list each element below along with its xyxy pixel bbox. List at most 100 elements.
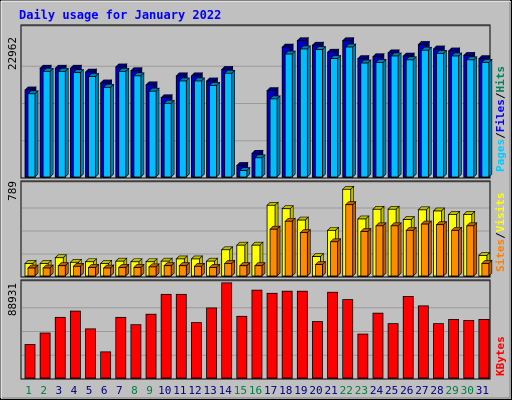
day-label: 21 — [325, 384, 338, 397]
files-bar — [375, 62, 384, 178]
files-bar-side — [322, 45, 326, 178]
kbytes-bar — [463, 320, 475, 379]
files-bar — [72, 72, 81, 178]
files-bar — [42, 70, 51, 178]
files-bar-side — [458, 52, 462, 178]
day-label: 1 — [25, 384, 32, 397]
sites-bar — [315, 264, 323, 277]
files-bar-side — [64, 67, 69, 178]
sites-bar — [103, 267, 112, 277]
day-label: 10 — [158, 384, 171, 397]
files-bar-side — [80, 68, 84, 178]
day-label: 27 — [415, 384, 428, 397]
files-bar — [148, 90, 157, 178]
sites-bar-side — [473, 222, 478, 277]
day-label: 22 — [340, 384, 353, 397]
kbytes-bar — [69, 310, 81, 379]
files-bar-side — [34, 90, 39, 178]
sites-bar — [390, 225, 399, 277]
files-bar — [481, 62, 490, 178]
files-bar — [284, 53, 293, 178]
day-label: 5 — [86, 384, 93, 397]
files-bar-side — [231, 69, 235, 178]
kbytes-bar — [191, 322, 202, 379]
sites-bar — [88, 267, 96, 277]
sites-bar — [405, 229, 414, 277]
sites-bar-side — [458, 226, 462, 277]
day-label: 18 — [279, 384, 292, 397]
kbytes-bar — [115, 316, 127, 379]
sites-bar — [360, 231, 369, 277]
top-panel-legend: Pages/Files/Hits — [494, 66, 507, 172]
kbytes-ytick-label: 88931 — [6, 283, 19, 316]
files-bar — [57, 70, 66, 178]
day-label: 13 — [203, 384, 216, 397]
files-bar-side — [397, 52, 402, 178]
kbytes-bar — [221, 282, 233, 379]
kbytes-bar — [251, 289, 263, 379]
chart-title: Daily usage for January 2022 — [19, 8, 221, 22]
hits-ytick-label: 22962 — [6, 37, 19, 70]
day-label: 17 — [264, 384, 277, 397]
files-bar-side — [216, 81, 220, 178]
files-bar — [451, 55, 460, 178]
sites-bar-side — [382, 222, 387, 277]
sites-bar — [42, 267, 51, 277]
sites-bar — [330, 241, 338, 277]
kbytes-bar — [357, 333, 369, 379]
day-label: 30 — [461, 384, 474, 397]
sites-bar — [269, 228, 278, 277]
sites-bar — [481, 263, 490, 277]
files-bar-side — [291, 50, 296, 178]
files-bar — [390, 55, 399, 178]
day-label: 16 — [249, 384, 262, 397]
sites-bar — [375, 225, 384, 277]
bottom-panel-legend: KBytes — [494, 336, 507, 376]
kbytes-bar — [236, 315, 248, 379]
sites-bar-side — [231, 259, 235, 277]
legend-kbytes: KBytes — [494, 336, 507, 376]
hits-files-pages-panel — [20, 24, 493, 179]
day-label: 2 — [40, 384, 47, 397]
sites-bar — [254, 265, 263, 277]
kbytes-bar — [266, 292, 278, 379]
legend-hits: Hits — [494, 66, 507, 93]
sites-bar — [118, 267, 127, 277]
files-bar-side — [261, 154, 266, 178]
files-bar — [27, 93, 36, 178]
x-axis-day-labels: 1 2 3 4 5 6 7 8 9 10 11 12 13 14 15 16 17 18 19 20 21 22 23 24 2… — [25, 384, 489, 397]
kbytes-bar — [433, 323, 444, 379]
day-label: 11 — [173, 384, 186, 397]
day-label: 31 — [476, 384, 489, 397]
sites-bar-side — [428, 220, 432, 277]
day-label: 29 — [446, 384, 459, 397]
files-bar — [239, 170, 248, 178]
files-bar — [209, 85, 217, 178]
kbytes-bar — [39, 332, 51, 379]
files-bar-side — [155, 87, 160, 178]
sites-bar-side — [397, 222, 402, 277]
files-bar-side — [307, 45, 311, 178]
kbytes-bar — [160, 293, 172, 379]
files-bar-side — [428, 46, 432, 178]
files-bar-side — [170, 99, 175, 178]
day-label: 15 — [234, 384, 247, 397]
files-bar — [194, 80, 202, 178]
sites-bar-side — [443, 220, 447, 277]
sites-bar-side — [412, 226, 417, 277]
kbytes-bar — [130, 324, 142, 379]
sites-bar — [57, 265, 66, 277]
sites-bar — [420, 223, 429, 277]
kbytes-bar — [342, 299, 354, 379]
files-bar — [224, 72, 233, 178]
kbytes-bar — [281, 290, 293, 379]
day-label: 20 — [309, 384, 322, 397]
day-label: 4 — [71, 384, 78, 397]
kbytes-bar — [24, 344, 36, 379]
sites-bar-side — [337, 238, 341, 277]
visits-sites-panel — [20, 180, 493, 278]
files-bar — [254, 157, 263, 178]
sites-bar-side — [367, 227, 372, 277]
sites-bar — [299, 232, 308, 277]
files-bar-side — [488, 58, 493, 178]
